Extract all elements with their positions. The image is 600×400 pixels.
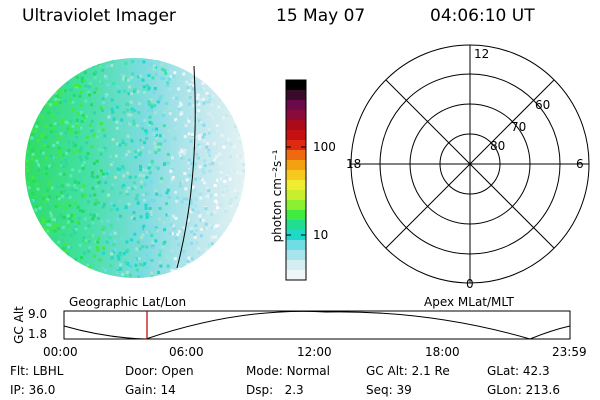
status-seq: Seq: 39	[366, 383, 412, 397]
status-gc-alt: GC Alt: 2.1 Re	[366, 364, 450, 378]
colorbar-segment	[286, 190, 306, 201]
colorbar-units-label: photon cm⁻²s⁻¹	[270, 149, 284, 243]
status-door-value: Open	[161, 364, 194, 378]
time-label: 04:06:10 UT	[430, 6, 535, 26]
polar-grid	[350, 44, 590, 284]
status-ip-value: 36.0	[28, 383, 56, 397]
lat-label-70: 70	[511, 120, 527, 134]
colorbar-segment	[286, 140, 306, 151]
status-dsp-value: 2.3	[284, 383, 304, 397]
status-dsp: Dsp: 2.3	[246, 383, 304, 397]
lat-label-60: 60	[535, 98, 551, 112]
mlt-label-0: 0	[466, 277, 474, 291]
x-tick-1800: 18:00	[425, 345, 460, 359]
y-tick-high: 9.0	[28, 307, 48, 321]
status-glat-value: 42.3	[522, 364, 550, 378]
x-tick-2359: 23:59	[552, 345, 587, 359]
status-mode: Mode: Normal	[246, 364, 330, 378]
status-seq-value: 39	[396, 383, 412, 397]
status-glon-value: 213.6	[525, 383, 560, 397]
status-flt-value: LBHL	[32, 364, 64, 378]
colorbar-segment	[286, 210, 306, 221]
colorbar-segment	[286, 80, 306, 91]
colorbar-segment	[286, 100, 306, 111]
terminator-line	[176, 65, 196, 269]
gc-alt-axis-title: GC Alt	[12, 306, 26, 344]
status-gain-value: 14	[160, 383, 176, 397]
status-gc-alt-value: 2.1 Re	[411, 364, 450, 378]
colorbar-segment	[286, 220, 306, 231]
colorbar-segment	[286, 260, 306, 271]
instrument-title: Ultraviolet Imager	[22, 6, 176, 26]
altitude-curve	[63, 310, 571, 340]
geographic-label: Geographic Lat/Lon	[69, 295, 187, 309]
status-door: Door: Open	[125, 364, 194, 378]
y-tick-low: 1.8	[28, 327, 48, 341]
status-ip: IP: 36.0	[10, 383, 56, 397]
colorbar-segment	[286, 250, 306, 261]
colorbar-tick-10: 10	[313, 228, 329, 242]
status-glon: GLon: 213.6	[487, 383, 560, 397]
intensity-colorbar	[286, 80, 306, 281]
lat-label-80: 80	[490, 139, 506, 153]
colorbar-segment	[286, 160, 306, 171]
colorbar-tick-100: 100	[313, 140, 336, 154]
colorbar-segment	[286, 200, 306, 211]
colorbar-segment	[286, 170, 306, 181]
colorbar-segment	[286, 180, 306, 191]
colorbar-segment	[286, 120, 306, 131]
status-mode-value: Normal	[286, 364, 330, 378]
apex-label: Apex MLat/MLT	[424, 295, 514, 309]
date-label: 15 May 07	[276, 6, 366, 26]
x-tick-0600: 06:00	[169, 345, 204, 359]
timeline-frame	[63, 310, 571, 340]
x-tick-1200: 12:00	[297, 345, 332, 359]
status-glat: GLat: 42.3	[487, 364, 550, 378]
status-gain: Gain: 14	[125, 383, 176, 397]
colorbar-segment	[286, 110, 306, 121]
mlt-label-12: 12	[474, 47, 490, 61]
altitude-timeline	[63, 310, 571, 340]
mlt-label-18: 18	[346, 157, 362, 171]
colorbar-segment	[286, 270, 306, 281]
mlt-label-6: 6	[576, 157, 584, 171]
colorbar-segment	[286, 130, 306, 141]
colorbar-segment	[286, 240, 306, 251]
status-flt: Flt: LBHL	[10, 364, 64, 378]
x-tick-0000: 00:00	[43, 345, 78, 359]
uv-image-disk	[25, 58, 245, 278]
colorbar-segment	[286, 230, 306, 241]
colorbar-segment	[286, 150, 306, 161]
colorbar-segment	[286, 90, 306, 101]
